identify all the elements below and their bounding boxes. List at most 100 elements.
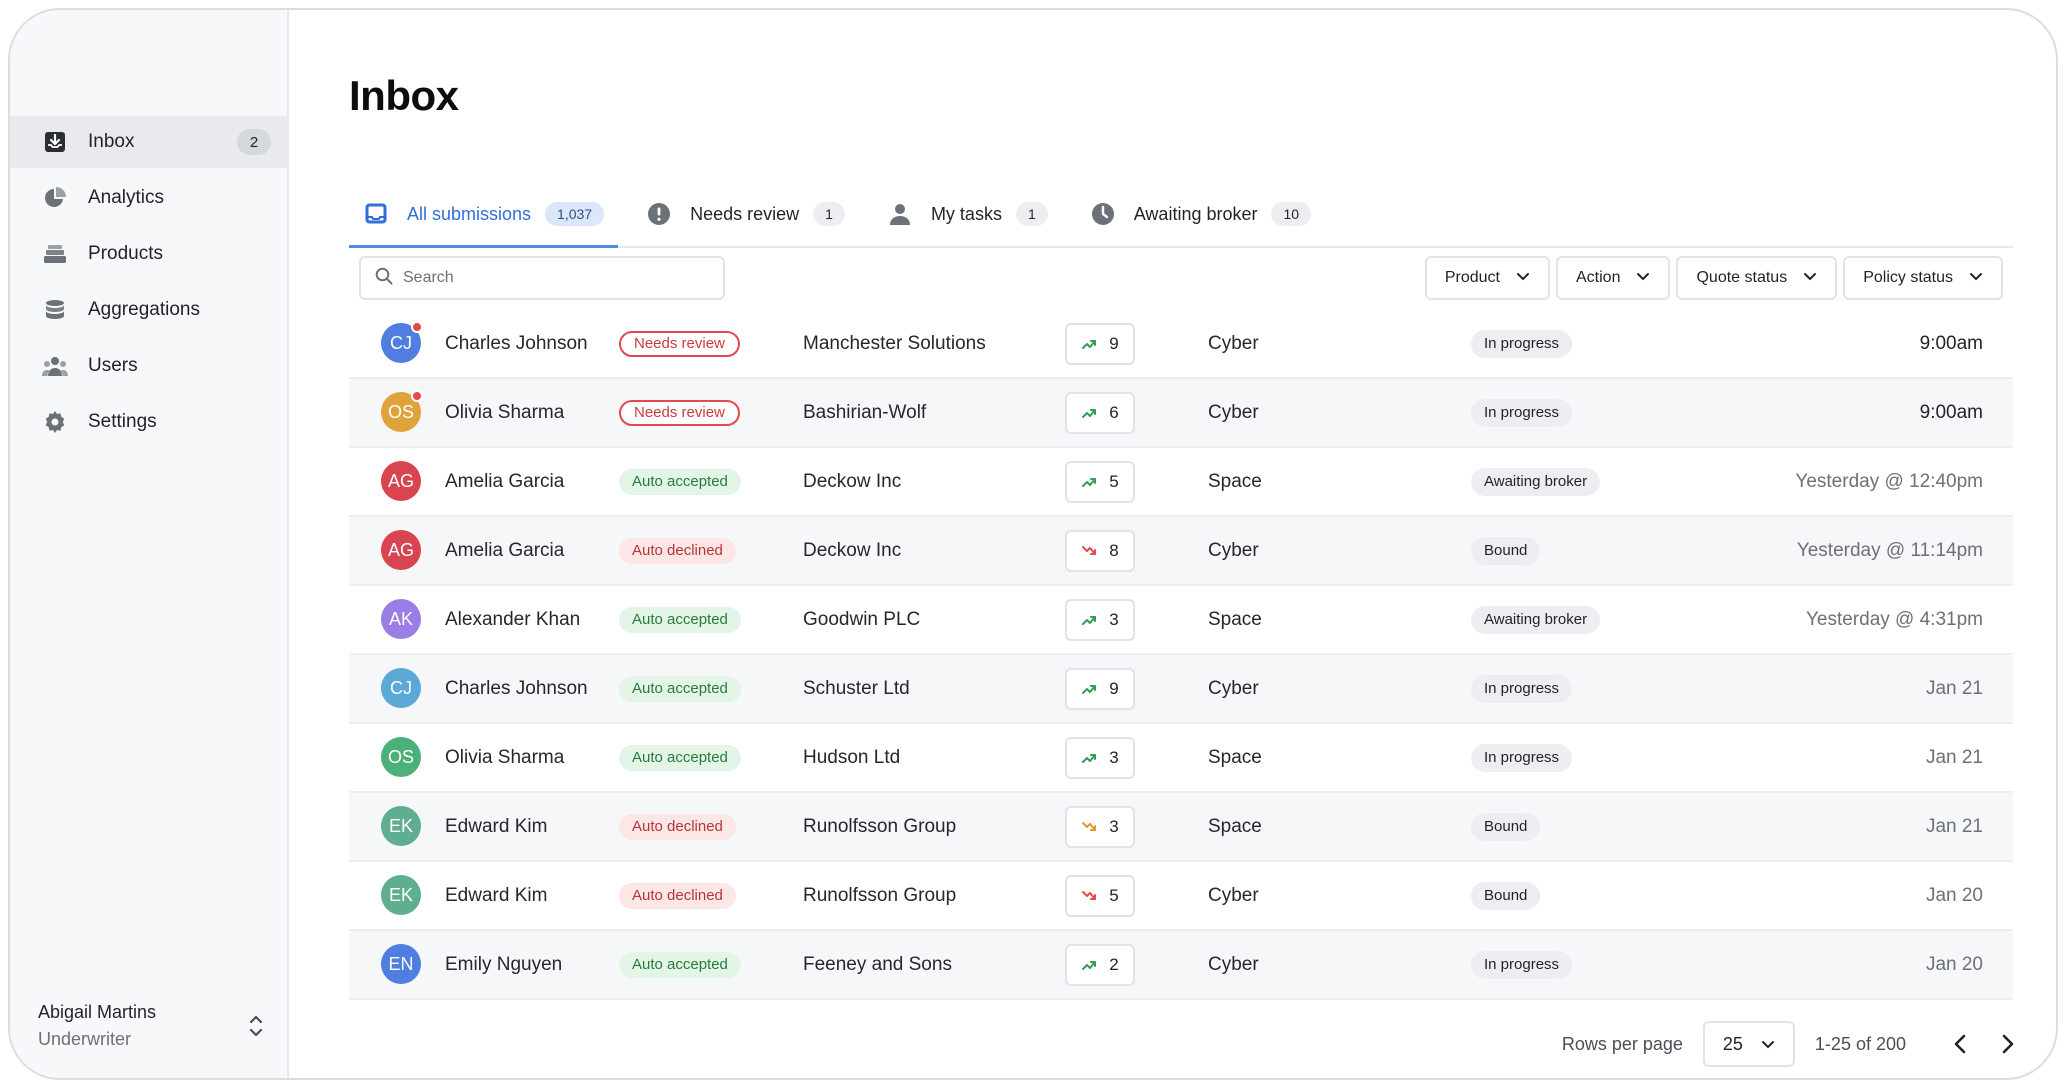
trend-down-icon [1082,545,1097,555]
action-filter-dropdown[interactable]: Action [1556,256,1671,300]
sidebar-item-aggregations[interactable]: Aggregations [10,284,287,336]
status-badge: In progress [1471,329,1573,358]
risk-score-badge[interactable]: 2 [1065,943,1135,986]
broker-name: Olivia Sharma [445,401,565,423]
table-row[interactable]: EK Edward Kim Auto declined Runolfsson Grou… [349,862,2013,931]
table-row[interactable]: EK Edward Kim Auto declined Runolfsson Grou… [349,793,2013,862]
tab-label: Awaiting broker [1133,203,1258,224]
broker-name: Olivia Sharma [445,746,565,768]
table-row[interactable]: AG Amelia Garcia Auto declined Deckow Inc 8 C… [349,517,2013,586]
app-window: Inbox 2 Analytics Products Aggregations [8,8,2058,1080]
avatar: CJ [381,668,421,708]
timestamp: Yesterday @ 11:14pm [1796,539,1983,561]
user-profile[interactable]: Abigail Martins Underwriter [38,1002,268,1050]
status-cell: In progress [1471,724,1573,791]
risk-score-badge[interactable]: 5 [1065,874,1135,917]
person-icon [887,201,913,227]
sidebar-item-label: Aggregations [88,299,200,320]
chevron-left-icon [1954,1034,1966,1054]
rows-per-page-select[interactable]: 25 [1702,1021,1795,1067]
product-name: Cyber [1208,884,1259,906]
status-badge: Bound [1471,536,1541,565]
avatar: EN [381,944,421,984]
action-cell: Auto declined [619,517,736,584]
chevron-up-down-icon[interactable] [244,1012,268,1040]
next-page-button[interactable] [1990,1026,2026,1062]
table-row[interactable]: CJ Charles Johnson Auto accepted Schuster L… [349,655,2013,724]
avatar-initials: AG [387,470,414,491]
broker-name: Charles Johnson [445,332,588,354]
sidebar-item-users[interactable]: Users [10,340,287,392]
table-row[interactable]: OS Olivia Sharma Needs review Bashirian-Wol… [349,379,2013,448]
tab-needs-review[interactable]: Needs review 1 [632,182,859,246]
table-row[interactable]: CJ Charles Johnson Needs review Manchester … [349,310,2013,379]
table-row[interactable]: AG Amelia Garcia Auto accepted Deckow Inc 5 S… [349,448,2013,517]
avatar: EK [381,806,421,846]
action-tag: Auto accepted [619,675,741,702]
sidebar-item-settings[interactable]: Settings [10,396,287,448]
action-cell: Auto accepted [619,448,741,515]
inbox-icon [42,129,68,155]
risk-score-badge[interactable]: 9 [1065,667,1135,710]
quote-status-filter-dropdown[interactable]: Quote status [1676,256,1838,300]
risk-score-badge[interactable]: 3 [1065,598,1135,641]
risk-score-badge[interactable]: 8 [1065,529,1135,572]
score-value: 8 [1109,540,1119,560]
sidebar-item-label: Products [88,243,163,264]
score-cell: 3 [1065,793,1135,860]
table-row[interactable]: AK Alexander Khan Auto accepted Goodwin PLC… [349,586,2013,655]
company-name: Deckow Inc [803,539,902,561]
action-cell: Auto accepted [619,655,741,722]
tab-label: All submissions [407,203,532,224]
broker-name: Amelia Garcia [445,539,565,561]
policy-status-filter-dropdown[interactable]: Policy status [1843,256,2003,300]
product-name: Space [1208,815,1262,837]
search-input[interactable] [403,269,703,287]
tab-all-submissions[interactable]: All submissions 1,037 [349,182,619,248]
trend-up-icon [1082,684,1097,694]
tab-count-badge: 1 [813,202,845,226]
timestamp: Jan 20 [1925,884,1983,906]
search-icon [375,267,393,290]
tab-awaiting-broker[interactable]: Awaiting broker 10 [1076,182,1325,246]
broker-name: Emily Nguyen [445,953,563,975]
score-cell: 8 [1065,517,1135,584]
sidebar-item-products[interactable]: Products [10,228,287,280]
score-value: 5 [1109,471,1119,491]
risk-score-badge[interactable]: 3 [1065,805,1135,848]
chevron-right-icon [2002,1034,2014,1054]
status-cell: In progress [1471,931,1573,998]
table-row[interactable]: EN Emily Nguyen Auto accepted Feeney and So… [349,931,2013,1000]
action-tag: Needs review [619,330,740,357]
avatar-initials: CJ [390,332,412,353]
unread-indicator [411,390,423,402]
stack-icon [42,241,68,267]
risk-score-badge[interactable]: 3 [1065,736,1135,779]
table-row[interactable]: OS Olivia Sharma Auto accepted Hudson Ltd 3 S… [349,724,2013,793]
risk-score-badge[interactable]: 6 [1065,391,1135,434]
score-cell: 5 [1065,862,1135,929]
risk-score-badge[interactable]: 5 [1065,460,1135,503]
square-tray-icon [363,201,389,227]
clock-icon [1090,201,1116,227]
score-value: 9 [1109,333,1119,353]
previous-page-button[interactable] [1942,1026,1978,1062]
gear-icon [42,409,68,435]
filter-label: Action [1576,269,1621,286]
broker-name: Edward Kim [445,815,548,837]
product-filter-dropdown[interactable]: Product [1424,256,1550,300]
search-box[interactable] [359,256,725,300]
timestamp: Yesterday @ 4:31pm [1805,608,1983,630]
trend-up-icon [1082,408,1097,418]
company-name: Bashirian-Wolf [803,401,927,423]
risk-score-badge[interactable]: 9 [1065,322,1135,365]
timestamp: 9:00am [1919,401,1983,423]
avatar: AG [381,461,421,501]
tab-count-badge: 1 [1015,202,1048,226]
timestamp: Jan 20 [1925,953,1983,975]
tab-label: Needs review [690,203,800,224]
sidebar-item-analytics[interactable]: Analytics [10,172,287,224]
company-name: Runolfsson Group [803,815,957,837]
sidebar-item-inbox[interactable]: Inbox 2 [10,116,287,168]
tab-my-tasks[interactable]: My tasks 1 [873,182,1062,246]
